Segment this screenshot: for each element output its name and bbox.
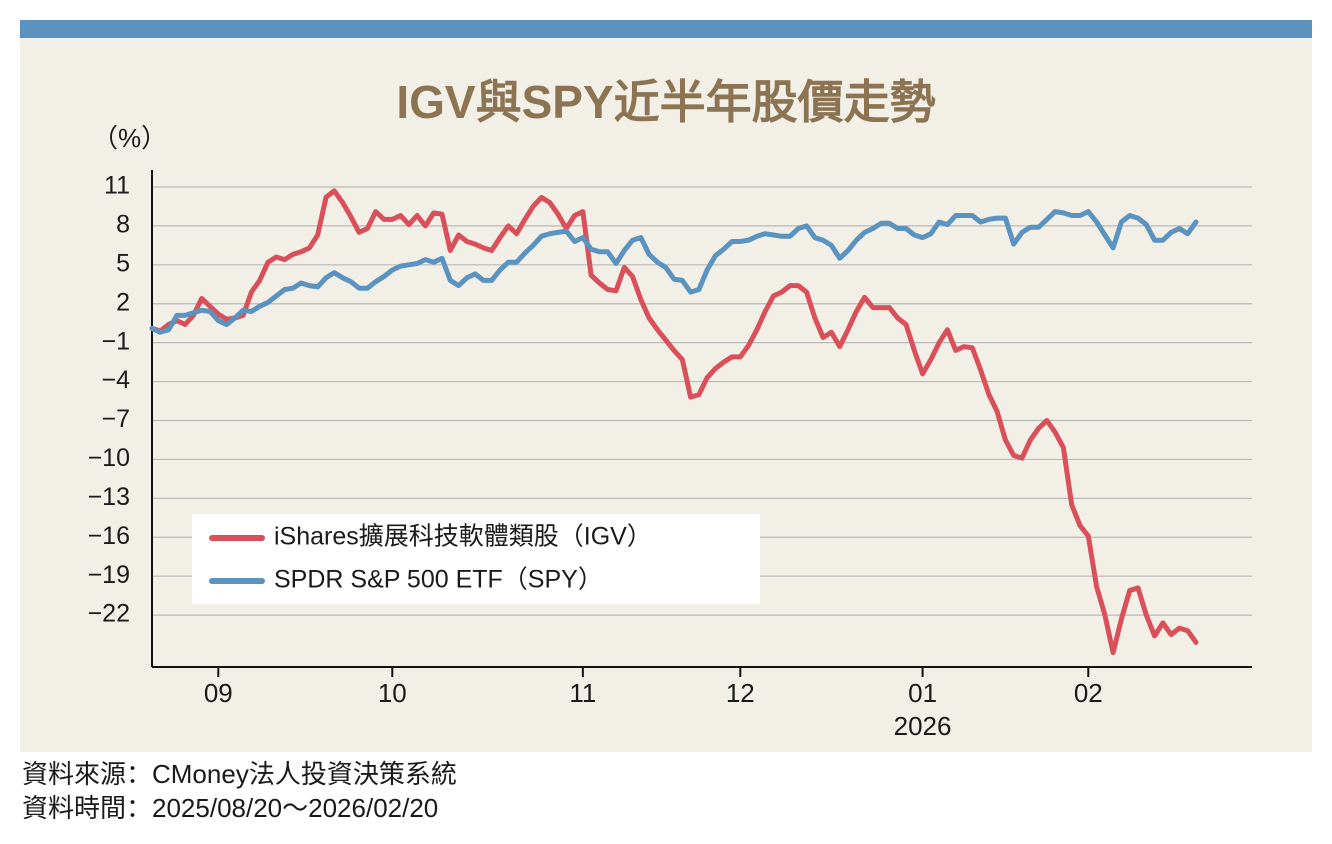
source: 資料來源：CMoney法人投資決策系統 xyxy=(22,759,457,789)
y-tick-label: −16 xyxy=(88,522,130,550)
y-tick-label: −13 xyxy=(88,483,130,511)
chart-title: IGV與SPY近半年股價走勢 xyxy=(396,76,935,128)
legend-box xyxy=(192,514,760,604)
x-tick-label: 11 xyxy=(569,678,596,708)
legend-label: iShares擴展科技軟體類股（IGV） xyxy=(274,523,652,551)
top-bar xyxy=(20,20,1312,38)
y-tick-label: −22 xyxy=(88,600,130,628)
y-tick-label: −4 xyxy=(101,366,130,394)
date-range: 資料時間：2025/08/20～2026/02/20 xyxy=(22,793,438,823)
legend-label: SPDR S&P 500 ETF（SPY） xyxy=(274,566,603,594)
series-line xyxy=(149,188,1199,656)
y-tick-label: 11 xyxy=(104,172,130,200)
year-label: 2026 xyxy=(894,711,952,741)
y-tick-label: 2 xyxy=(116,288,130,316)
x-tick-label: 12 xyxy=(726,678,755,708)
y-tick-label: −19 xyxy=(88,561,130,589)
panel xyxy=(20,20,1312,752)
y-tick-label: −7 xyxy=(101,405,130,433)
x-tick-label: 02 xyxy=(1074,678,1103,708)
y-tick-label: 8 xyxy=(116,211,130,239)
series-line xyxy=(149,209,1199,335)
y-tick-label: 5 xyxy=(116,249,130,277)
x-tick-label: 10 xyxy=(378,678,407,708)
x-tick-label: 01 xyxy=(908,678,937,708)
y-unit: （%） xyxy=(92,123,167,153)
x-tick-label: 09 xyxy=(204,678,233,708)
y-tick-label: −1 xyxy=(101,327,130,355)
y-tick-label: −10 xyxy=(88,444,130,472)
